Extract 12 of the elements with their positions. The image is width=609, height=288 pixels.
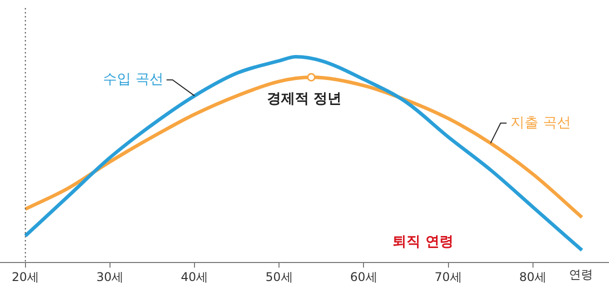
x-tick-label: 50세 — [265, 270, 293, 284]
annotation: 퇴직 연령 — [392, 234, 454, 250]
x-tick-label: 70세 — [434, 270, 462, 284]
series-label: 수입 곡선 — [103, 71, 164, 88]
x-tick-label: 80세 — [519, 270, 547, 284]
x-tick-label: 40세 — [180, 270, 208, 284]
x-axis-title: 연령 — [569, 268, 593, 282]
annotation: 경제적 정년 — [266, 90, 342, 107]
series-label: 지출 곡선 — [510, 114, 572, 131]
x-tick-label: 20세 — [12, 270, 40, 284]
x-tick-label: 30세 — [96, 270, 124, 284]
x-tick-label: 60세 — [350, 270, 378, 284]
